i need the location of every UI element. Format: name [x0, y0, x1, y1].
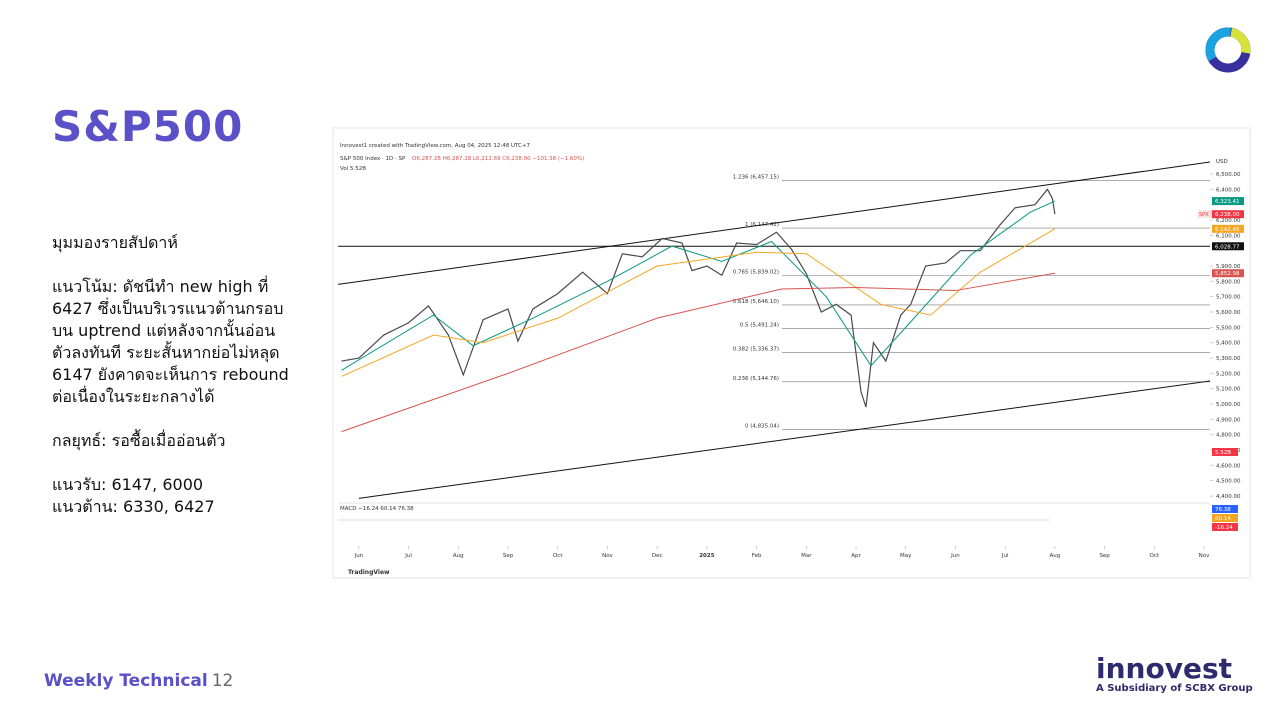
x-tick-label: Nov	[602, 553, 613, 559]
y-tick-label: 5,000.00	[1216, 402, 1241, 408]
x-tick-label: Aug	[453, 553, 464, 559]
trend-line: 6427 ซึ่งเป็นบริเวรแนวต้านกรอบ	[52, 299, 284, 318]
price-badge-label: 6,028.77	[1215, 244, 1240, 250]
commentary: มุมมองรายสัปดาห์ แนวโน้ม: ดัชนีทำ new hi…	[52, 232, 322, 518]
x-tick-label: Apr	[851, 553, 861, 559]
macd-badge	[1212, 514, 1238, 522]
fib-label: 0.5 (5,491.24)	[740, 323, 779, 329]
strategy: กลยุทธ์: รอซื้อเมื่ออ่อนตัว	[52, 431, 226, 450]
price-badge-label: 5,852.98	[1215, 271, 1240, 277]
footer: Weekly Technical 12	[44, 671, 233, 691]
price-badge	[1212, 224, 1244, 233]
y-tick-label: 6,200.00	[1216, 218, 1241, 224]
price-badge-label: 6,323.41	[1215, 199, 1240, 205]
fib-label: 0.382 (5,336.37)	[733, 346, 779, 352]
legend: S&P 500 Index · 1D · SP	[340, 156, 406, 162]
price-badge	[1212, 242, 1244, 251]
fib-label: 1.236 (6,457.15)	[733, 175, 779, 181]
y-tick-label: 5,600.00	[1216, 310, 1241, 316]
y-tick-label: 4,900.00	[1216, 417, 1241, 423]
y-tick-label: 5,800.00	[1216, 279, 1241, 285]
ema-line	[341, 228, 1056, 377]
trend-line	[337, 161, 1211, 285]
y-tick-label: 4,500.00	[1216, 479, 1241, 485]
price-badge-label: 6,238.00	[1215, 212, 1240, 218]
x-tick-label: Mar	[801, 553, 812, 559]
trend-line	[358, 380, 1211, 499]
slide-title: S&P500	[52, 102, 244, 151]
price-badge	[1212, 197, 1244, 206]
trend-line: แนวโน้ม: ดัชนีทำ new high ที่	[52, 277, 269, 296]
trend-line: 6147 ยังคาดจะเห็นการ rebound	[52, 365, 289, 384]
ema-line	[341, 200, 1056, 371]
fib-label: 0.618 (5,646.10)	[733, 299, 779, 305]
volume-badge-label: 5.52B	[1215, 450, 1231, 456]
x-tick-label: Jun	[354, 553, 364, 559]
credit: Innovest1 created with TradingView.com, …	[340, 143, 531, 149]
source: TradingView	[348, 569, 390, 576]
macd-badge	[1212, 523, 1238, 531]
x-tick-label: Dec	[652, 553, 663, 559]
fib-label: 0.236 (5,144.76)	[733, 376, 779, 382]
y-tick-label: 5,200.00	[1216, 371, 1241, 377]
price-badge	[1212, 210, 1244, 219]
x-tick-label: Sep	[503, 553, 514, 559]
volume-badge	[1212, 448, 1238, 456]
macd-badge-label: 76.38	[1215, 507, 1231, 513]
y-tick-label: 4,400.00	[1216, 494, 1241, 500]
ema-line	[341, 272, 1055, 433]
resistance: แนวต้าน: 6330, 6427	[52, 497, 215, 516]
x-tick-label: Oct	[1150, 553, 1160, 559]
heading: มุมมองรายสัปดาห์	[52, 233, 178, 252]
macd-badge-label: -16.24	[1215, 525, 1233, 531]
x-tick-label: Jun	[950, 553, 960, 559]
currency: USD	[1216, 159, 1228, 165]
y-tick-label: 5,500.00	[1216, 325, 1241, 331]
x-tick-label: Sep	[1099, 553, 1110, 559]
trend-line: ตัวลงทันที ระยะสั้นหากย่อไม่หลุด	[52, 343, 280, 362]
x-tick-label: Nov	[1199, 553, 1210, 559]
price-badge-label: 6,142.45	[1215, 227, 1240, 233]
price-badge	[1212, 269, 1244, 278]
x-tick-label: Jul	[404, 553, 412, 559]
logo	[1205, 27, 1251, 73]
x-tick-label: 2025	[699, 553, 714, 559]
trend-line: ต่อเนื่องในระยะกลางได้	[52, 387, 215, 406]
brand-tagline: A Subsidiary of SCBX Group	[1096, 683, 1253, 694]
x-tick-label: Aug	[1050, 553, 1061, 559]
y-tick-label: 4,800.00	[1216, 433, 1241, 439]
brand-name: innovest	[1096, 652, 1232, 685]
x-tick-label: Feb	[752, 553, 762, 559]
brand: innovest A Subsidiary of SCBX Group	[1096, 652, 1253, 694]
badge-tag-label: SPX	[1199, 212, 1209, 218]
y-tick-label: 5,400.00	[1216, 341, 1241, 347]
support: แนวรับ: 6147, 6000	[52, 475, 204, 494]
x-tick-label: May	[900, 553, 912, 559]
footer-label: Weekly Technical	[44, 671, 208, 691]
logo-ring	[1205, 27, 1251, 73]
y-tick-label: 5,300.00	[1216, 356, 1241, 362]
y-tick-label: 5,700.00	[1216, 295, 1241, 301]
y-tick-label: 5,900.00	[1216, 264, 1241, 270]
x-tick-label: Jul	[1001, 553, 1009, 559]
y-tick-label: 6,100.00	[1216, 233, 1241, 239]
macd-badge-label: 60.14	[1215, 516, 1231, 522]
trend-line: บน uptrend แต่หลังจากนั้นอ่อน	[52, 321, 276, 340]
macd-badge	[1212, 505, 1238, 513]
y-tick-label: 5,100.00	[1216, 387, 1241, 393]
x-tick-label: Oct	[553, 553, 563, 559]
y-tick-label: 6,400.00	[1216, 187, 1241, 193]
price-line	[341, 188, 1056, 408]
macd-label: MACD −16.24 60.14 76.38	[340, 506, 414, 512]
volume-label: Vol 5.52B	[340, 166, 366, 172]
y-tick-label: 4,600.00	[1216, 463, 1241, 469]
y-tick-label: 6,500.00	[1216, 172, 1241, 178]
badge-tag	[1198, 210, 1212, 219]
fib-label: 0.765 (5,839.02)	[733, 269, 779, 275]
ohlc: O6,287.28 H6,287.28 L6,212.69 C6,238.00 …	[412, 156, 584, 162]
fib-label: 0 (4,835.04)	[745, 423, 779, 429]
page-number: 12	[211, 671, 234, 691]
